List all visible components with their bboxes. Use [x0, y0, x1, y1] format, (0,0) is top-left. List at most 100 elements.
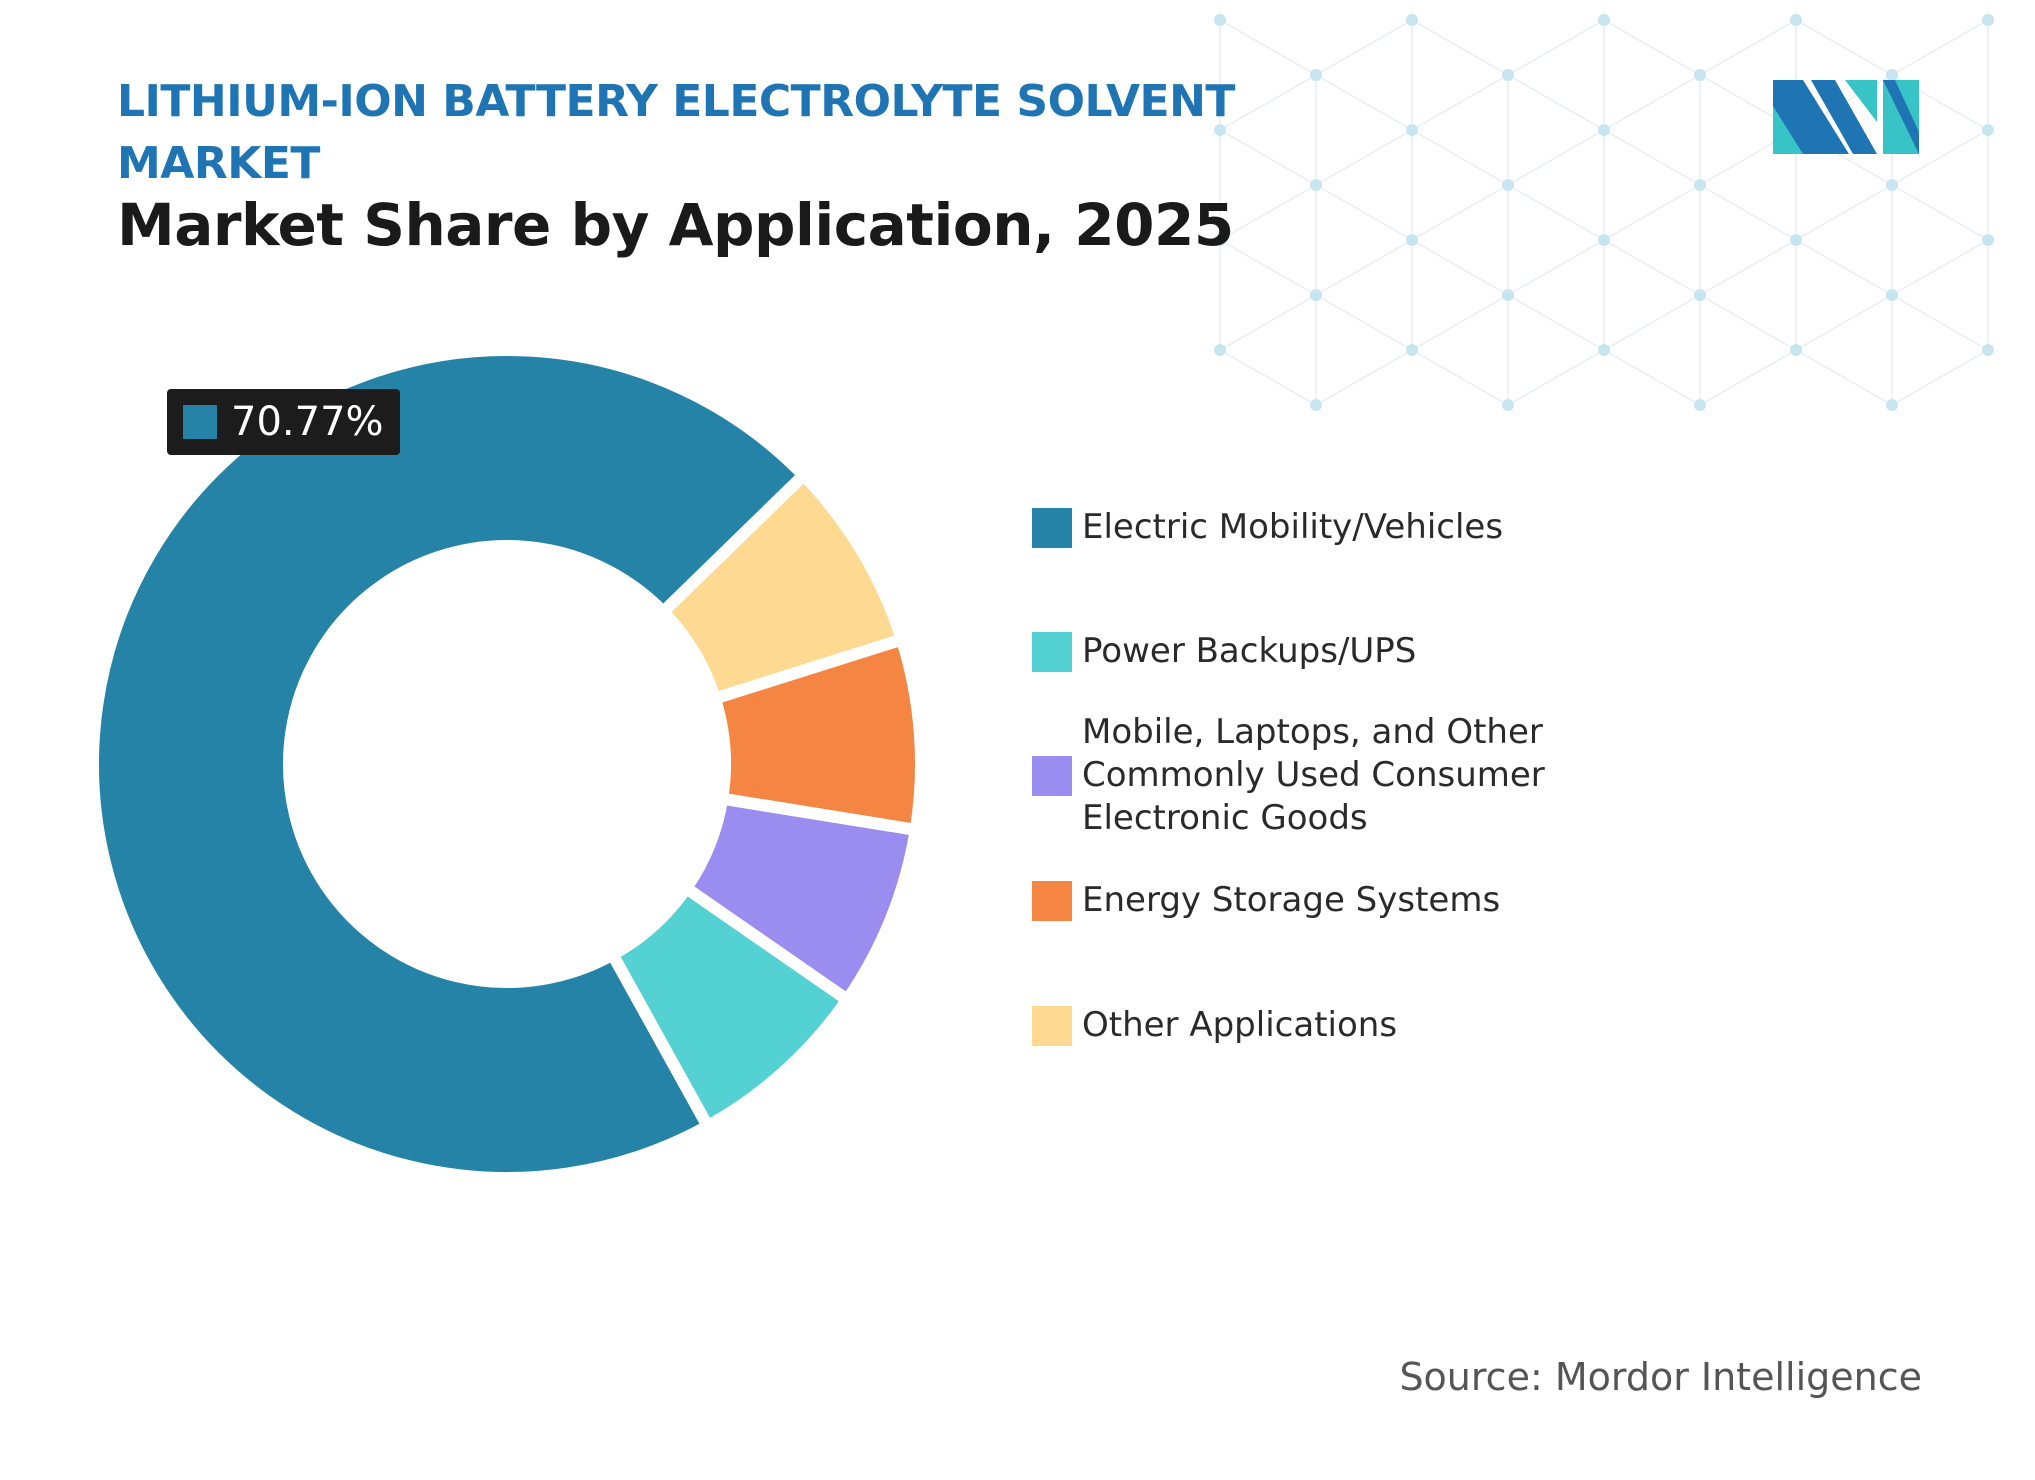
pattern-dot: [1502, 69, 1514, 81]
chart-title: Market Share by Application, 2025: [117, 191, 1234, 259]
pattern-line: [1219, 129, 1317, 186]
pattern-line: [1219, 19, 1317, 76]
pattern-line: [1603, 19, 1701, 76]
legend-swatch: [1032, 755, 1072, 796]
pattern-line: [1699, 239, 1797, 296]
pattern-dot: [1886, 69, 1898, 81]
pattern-dot: [1406, 344, 1418, 356]
legend-label: Mobile, Laptops, and Other Commonly Used…: [1082, 712, 1545, 838]
pattern-line: [1219, 294, 1317, 351]
pattern-line: [1603, 349, 1701, 406]
legend-swatch: [1032, 507, 1072, 548]
pattern-dot: [1982, 124, 1994, 136]
pattern-line: [1795, 239, 1893, 296]
pattern-line: [1891, 239, 1989, 296]
pattern-line: [1315, 74, 1413, 131]
pattern-dot: [1310, 399, 1322, 411]
pattern-dot: [1502, 289, 1514, 301]
legend-item-energy-storage: Energy Storage Systems: [1032, 879, 1642, 922]
pattern-dot: [1982, 234, 1994, 246]
callout-value: 70.77%: [231, 399, 384, 445]
source-attribution: Source: Mordor Intelligence: [1399, 1355, 1922, 1399]
pattern-dot: [1790, 344, 1802, 356]
pattern-line: [1699, 294, 1797, 351]
legend-item-power-backups: Power Backups/UPS: [1032, 630, 1642, 673]
pattern-line: [1891, 294, 1989, 351]
pattern-dot: [1982, 14, 1994, 26]
pattern-line: [1315, 19, 1413, 76]
pattern-line: [1507, 19, 1605, 76]
legend-label: Other Applications: [1082, 1005, 1398, 1045]
pattern-line: [1411, 349, 1509, 406]
pattern-dot: [1598, 234, 1610, 246]
pattern-line: [1603, 74, 1701, 131]
pattern-line: [1315, 239, 1413, 296]
pattern-line: [1315, 129, 1413, 186]
pattern-dot: [1790, 234, 1802, 246]
pattern-dot: [1694, 399, 1706, 411]
pattern-line: [1411, 294, 1509, 351]
pattern-line: [1507, 184, 1605, 241]
pattern-line: [1891, 184, 1989, 241]
pattern-line: [1315, 294, 1413, 351]
pattern-line: [1891, 129, 1989, 186]
pattern-line: [1411, 184, 1509, 241]
pattern-dot: [1406, 234, 1418, 246]
legend-label: Electric Mobility/Vehicles: [1082, 507, 1504, 547]
pattern-line: [1219, 184, 1317, 241]
pattern-dot: [1886, 179, 1898, 191]
pattern-dot: [1598, 14, 1610, 26]
pattern-line: [1795, 349, 1893, 406]
pattern-line: [1507, 349, 1605, 406]
pattern-dot: [1502, 399, 1514, 411]
pattern-dot: [1310, 179, 1322, 191]
pattern-line: [1603, 294, 1701, 351]
pattern-line: [1411, 239, 1509, 296]
pattern-line: [1507, 294, 1605, 351]
callout-swatch: [183, 405, 217, 439]
pattern-line: [1699, 184, 1797, 241]
market-title-line-1: LITHIUM-ION BATTERY ELECTROLYTE SOLVENT: [117, 76, 1235, 127]
pattern-dot: [1790, 14, 1802, 26]
pattern-line: [1795, 184, 1893, 241]
market-title-line-2: MARKET: [117, 138, 320, 189]
background-hex-pattern: [1214, 14, 1994, 411]
data-label-electric-mobility: 70.77%: [167, 389, 400, 455]
pattern-dot: [1694, 289, 1706, 301]
pattern-dot: [1598, 124, 1610, 136]
pattern-dot: [1694, 179, 1706, 191]
pattern-line: [1603, 239, 1701, 296]
pattern-dot: [1214, 344, 1226, 356]
pattern-line: [1891, 19, 1989, 76]
pattern-dot: [1310, 69, 1322, 81]
pattern-line: [1411, 19, 1509, 76]
pattern-line: [1219, 74, 1317, 131]
legend-item-electric-mobility: Electric Mobility/Vehicles: [1032, 506, 1642, 549]
pattern-dot: [1886, 399, 1898, 411]
pattern-line: [1507, 74, 1605, 131]
legend-swatch: [1032, 880, 1072, 921]
legend-swatch: [1032, 1005, 1072, 1046]
pattern-line: [1699, 349, 1797, 406]
pattern-line: [1699, 19, 1797, 76]
pattern-dot: [1214, 124, 1226, 136]
legend-item-other-applications: Other Applications: [1032, 1004, 1642, 1047]
pattern-line: [1219, 349, 1317, 406]
pattern-dot: [1694, 69, 1706, 81]
pattern-line: [1315, 349, 1413, 406]
pattern-line: [1411, 129, 1509, 186]
slice-power-backups: [604, 879, 856, 1135]
pattern-dot: [1982, 344, 1994, 356]
pattern-dot: [1214, 234, 1226, 246]
slice-electric-mobility: [87, 344, 813, 1184]
legend-label: Power Backups/UPS: [1082, 631, 1417, 671]
legend-label: Energy Storage Systems: [1082, 880, 1501, 920]
pattern-line: [1795, 19, 1893, 76]
pattern-dot: [1406, 124, 1418, 136]
pattern-line: [1507, 239, 1605, 296]
pattern-dot: [1502, 179, 1514, 191]
pattern-dot: [1598, 344, 1610, 356]
pattern-line: [1603, 129, 1701, 186]
pattern-line: [1315, 184, 1413, 241]
